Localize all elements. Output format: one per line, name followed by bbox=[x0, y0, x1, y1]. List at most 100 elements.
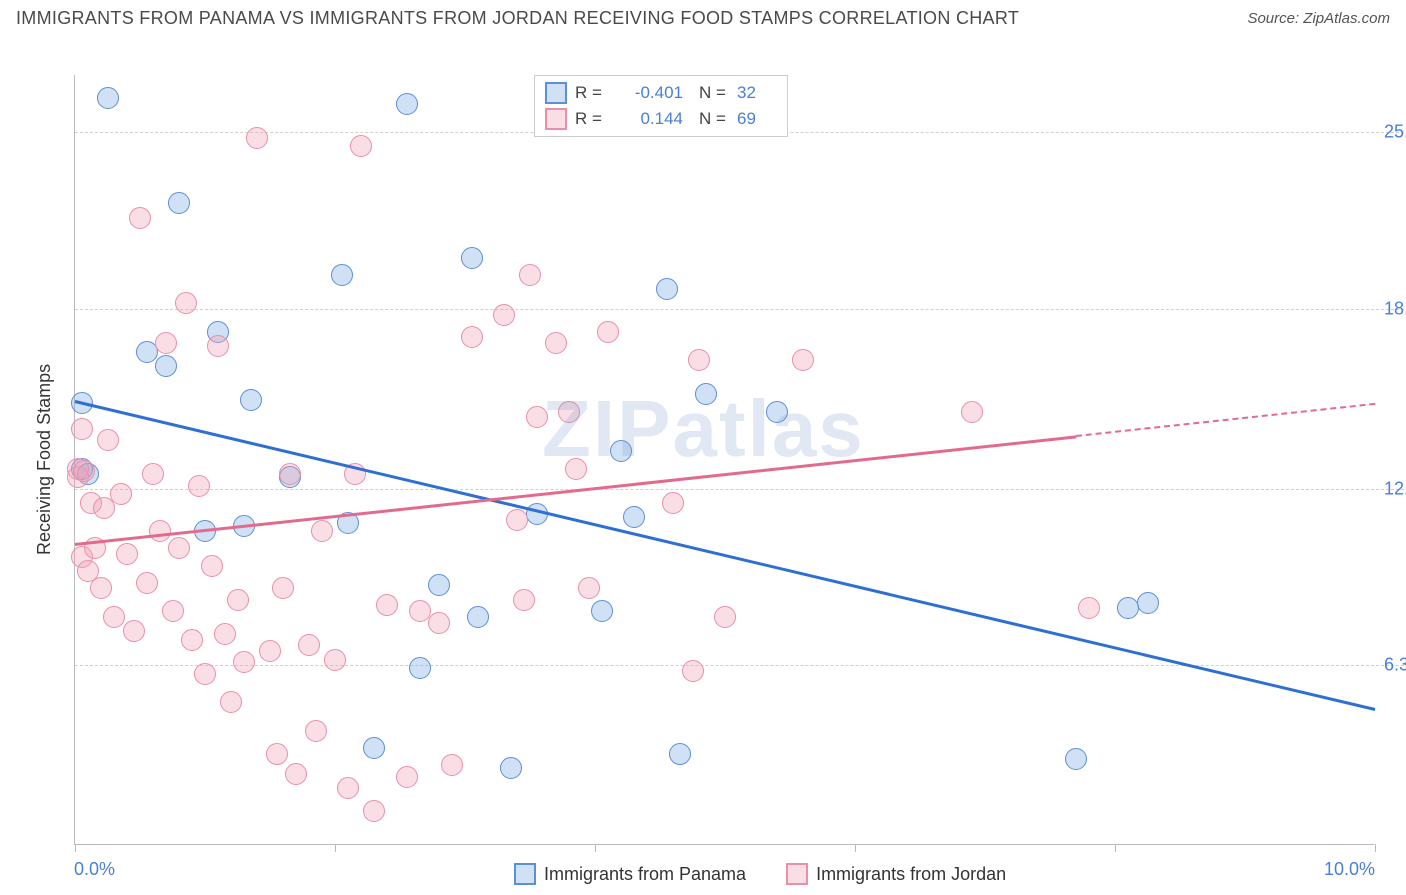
scatter-point-jordan bbox=[194, 663, 216, 685]
scatter-point-jordan bbox=[305, 720, 327, 742]
scatter-point-jordan bbox=[214, 623, 236, 645]
x-tick bbox=[1375, 844, 1376, 852]
scatter-point-jordan bbox=[136, 572, 158, 594]
x-axis-min-label: 0.0% bbox=[74, 859, 115, 880]
scatter-point-panama bbox=[1137, 592, 1159, 614]
legend-n-label: N = bbox=[699, 83, 729, 103]
scatter-point-jordan bbox=[71, 418, 93, 440]
scatter-point-jordan bbox=[409, 600, 431, 622]
gridline bbox=[75, 665, 1406, 666]
legend-n-value-panama: 32 bbox=[737, 83, 777, 103]
legend-r-value-jordan: 0.144 bbox=[613, 109, 683, 129]
scatter-point-jordan bbox=[285, 763, 307, 785]
scatter-point-jordan bbox=[376, 594, 398, 616]
scatter-point-jordan bbox=[578, 577, 600, 599]
x-tick bbox=[75, 844, 76, 852]
scatter-point-jordan bbox=[792, 349, 814, 371]
scatter-point-jordan bbox=[682, 660, 704, 682]
scatter-point-jordan bbox=[311, 520, 333, 542]
scatter-point-jordan bbox=[350, 135, 372, 157]
scatter-point-jordan bbox=[175, 292, 197, 314]
scatter-point-jordan bbox=[545, 332, 567, 354]
scatter-point-jordan bbox=[714, 606, 736, 628]
x-tick bbox=[335, 844, 336, 852]
scatter-point-panama bbox=[500, 757, 522, 779]
scatter-point-jordan bbox=[493, 304, 515, 326]
scatter-point-panama bbox=[363, 737, 385, 759]
scatter-point-jordan bbox=[363, 800, 385, 822]
legend-stats-row-panama: R = -0.401 N = 32 bbox=[545, 80, 777, 106]
scatter-point-panama bbox=[461, 247, 483, 269]
trend-line-extrapolated-jordan bbox=[1076, 403, 1375, 437]
plot-area: 6.3%12.5%18.8%25.0% bbox=[74, 75, 1374, 845]
legend-stats-row-jordan: R =0.144N =69 bbox=[545, 106, 777, 132]
legend-swatch-panama bbox=[514, 863, 536, 885]
scatter-point-panama bbox=[610, 440, 632, 462]
scatter-point-jordan bbox=[519, 264, 541, 286]
legend-item-jordan: Immigrants from Jordan bbox=[786, 863, 1006, 885]
scatter-point-jordan bbox=[441, 754, 463, 776]
scatter-point-jordan bbox=[461, 326, 483, 348]
scatter-point-jordan bbox=[662, 492, 684, 514]
scatter-point-jordan bbox=[246, 127, 268, 149]
scatter-point-panama bbox=[695, 383, 717, 405]
scatter-point-jordan bbox=[558, 401, 580, 423]
scatter-point-jordan bbox=[506, 509, 528, 531]
y-tick-label: 25.0% bbox=[1384, 122, 1406, 143]
scatter-point-panama bbox=[591, 600, 613, 622]
scatter-point-jordan bbox=[181, 629, 203, 651]
chart-source: Source: ZipAtlas.com bbox=[1247, 10, 1390, 27]
scatter-point-jordan bbox=[90, 577, 112, 599]
scatter-point-jordan bbox=[207, 335, 229, 357]
x-axis-max-label: 10.0% bbox=[1324, 859, 1375, 880]
scatter-point-jordan bbox=[337, 777, 359, 799]
scatter-point-panama bbox=[331, 264, 353, 286]
scatter-point-panama bbox=[396, 93, 418, 115]
legend-r-value-panama: -0.401 bbox=[613, 83, 683, 103]
gridline bbox=[75, 489, 1406, 490]
scatter-point-panama bbox=[155, 355, 177, 377]
scatter-point-jordan bbox=[513, 589, 535, 611]
scatter-point-jordan bbox=[279, 463, 301, 485]
scatter-point-jordan bbox=[324, 649, 346, 671]
scatter-point-jordan bbox=[259, 640, 281, 662]
x-tick bbox=[855, 844, 856, 852]
scatter-point-panama bbox=[428, 574, 450, 596]
scatter-point-panama bbox=[97, 87, 119, 109]
scatter-point-jordan bbox=[110, 483, 132, 505]
scatter-point-jordan bbox=[526, 406, 548, 428]
trend-line-jordan bbox=[75, 435, 1076, 546]
scatter-point-panama bbox=[623, 506, 645, 528]
scatter-point-panama bbox=[766, 401, 788, 423]
gridline bbox=[75, 309, 1406, 310]
scatter-point-panama bbox=[240, 389, 262, 411]
y-tick-label: 12.5% bbox=[1384, 478, 1406, 499]
scatter-point-jordan bbox=[201, 555, 223, 577]
y-axis-title: Receiving Food Stamps bbox=[34, 364, 55, 555]
scatter-chart: 6.3%12.5%18.8%25.0%0.0%10.0%Receiving Fo… bbox=[16, 33, 1404, 895]
y-tick-label: 18.8% bbox=[1384, 298, 1406, 319]
scatter-point-jordan bbox=[129, 207, 151, 229]
scatter-point-jordan bbox=[1078, 597, 1100, 619]
scatter-point-jordan bbox=[142, 463, 164, 485]
y-tick-label: 6.3% bbox=[1384, 655, 1406, 676]
scatter-point-jordan bbox=[961, 401, 983, 423]
scatter-point-panama bbox=[168, 192, 190, 214]
chart-title: IMMIGRANTS FROM PANAMA VS IMMIGRANTS FRO… bbox=[16, 8, 1019, 29]
legend-r-label: R = bbox=[575, 109, 605, 129]
scatter-point-jordan bbox=[188, 475, 210, 497]
scatter-point-jordan bbox=[168, 537, 190, 559]
legend-series: Immigrants from PanamaImmigrants from Jo… bbox=[514, 863, 1006, 885]
legend-swatch-jordan bbox=[786, 863, 808, 885]
scatter-point-panama bbox=[467, 606, 489, 628]
scatter-point-jordan bbox=[155, 332, 177, 354]
scatter-point-jordan bbox=[103, 606, 125, 628]
scatter-point-panama bbox=[669, 743, 691, 765]
legend-r-label: R = bbox=[575, 83, 605, 103]
scatter-point-jordan bbox=[73, 460, 95, 482]
legend-swatch-jordan bbox=[545, 108, 567, 130]
scatter-point-jordan bbox=[597, 321, 619, 343]
scatter-point-jordan bbox=[162, 600, 184, 622]
scatter-point-jordan bbox=[428, 612, 450, 634]
scatter-point-jordan bbox=[272, 577, 294, 599]
